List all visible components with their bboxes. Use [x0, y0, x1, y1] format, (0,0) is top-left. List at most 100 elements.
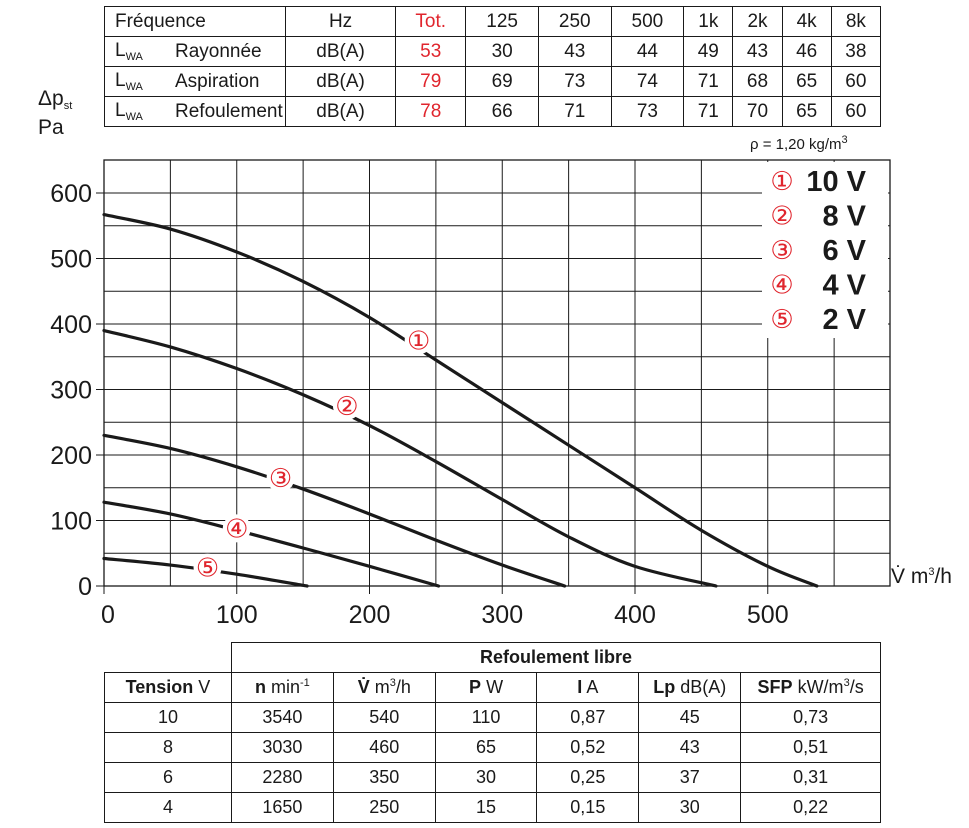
y-tick-label: 300	[50, 377, 92, 405]
perf-header-cell: V̇ m3/h	[332, 672, 436, 703]
header-symbol: P	[469, 677, 482, 697]
table-cell: 30	[434, 762, 538, 793]
y-tick-label: 0	[78, 573, 92, 601]
y-axis-unit: Pa	[38, 116, 64, 139]
x-tick-label: 0	[101, 601, 115, 629]
header-symbol: I	[577, 677, 583, 697]
table-cell: 43	[638, 732, 742, 763]
legend-label: 10 V	[806, 166, 866, 198]
table-row: 8 3030 460 65 0,52 43 0,51	[104, 732, 881, 763]
legend-marker: ③	[770, 236, 793, 266]
header-symbol: n	[255, 677, 266, 697]
x-axis-label: V̇ m3/h	[891, 565, 952, 589]
curve-label-bg	[332, 391, 361, 420]
table-cell: 45	[638, 702, 742, 733]
header-tail: /h	[395, 677, 411, 697]
table-row: 4 1650 250 15 0,15 30 0,22	[104, 792, 881, 823]
curve-10v	[102, 213, 819, 588]
lwa-subscript: WA	[125, 51, 143, 63]
sound-row-rayonnee: LWA Rayonnée dB(A) 53 30 43 44 49 43 46 …	[104, 36, 882, 67]
table-cell: 65	[434, 732, 538, 763]
curve-label: ④	[225, 514, 248, 544]
sound-row-aspiration: LWA Aspiration dB(A) 79 69 73 74 71 68 6…	[104, 66, 882, 97]
perf-body: 10 3540 540 110 0,87 45 0,73 8 3030 460 65 0,52 43 0,…	[104, 702, 881, 823]
lwa-symbol: LWA	[104, 96, 167, 127]
legend-marker: ①	[770, 167, 793, 197]
frequency-label: Fréquence	[104, 6, 286, 37]
blank-corner	[104, 642, 232, 673]
legend-marker: ⑤	[770, 305, 793, 335]
x-axis-tail: /h	[934, 565, 952, 588]
table-cell: 15	[434, 792, 538, 823]
table-row: 10 3540 540 110 0,87 45 0,73	[104, 702, 881, 733]
y-tick-label: 400	[50, 311, 92, 339]
y-axis-subscript: st	[63, 100, 73, 112]
table-cell: 8	[104, 732, 232, 763]
perf-header-cell: Lp dB(A)	[638, 672, 742, 703]
header-unit: kW/m	[792, 677, 844, 697]
band-value: 44	[610, 36, 685, 67]
table-cell: 30	[638, 792, 742, 823]
lwa-letter: L	[115, 100, 126, 121]
x-tick-label: 100	[216, 601, 258, 629]
header-sup: 3	[389, 677, 396, 689]
x-tick-label: 200	[349, 601, 391, 629]
table-cell: 0,51	[740, 732, 881, 763]
table-cell: 6	[104, 762, 232, 793]
legend-label: 4 V	[822, 270, 866, 302]
band-value: 70	[732, 96, 783, 127]
table-cell: 2280	[230, 762, 334, 793]
row-name: Refoulement	[167, 96, 286, 127]
band-value: 66	[465, 96, 539, 127]
table-cell: 3030	[230, 732, 334, 763]
legend-background	[762, 162, 888, 338]
y-tick-label: 200	[50, 442, 92, 470]
band-value: 60	[830, 96, 882, 127]
table-cell: 0,31	[740, 762, 881, 793]
row-name: Rayonnée	[167, 36, 286, 67]
sound-header-row: Fréquence Hz Tot. 125 250 500 1k 2k 4k 8…	[104, 6, 882, 37]
lwa-subscript: WA	[125, 111, 143, 123]
axis-ticks: 0 100 200 300 400 500 600 0 100 200 300 400 500	[50, 180, 788, 629]
header-sup: 3	[843, 677, 850, 689]
x-axis-symbol: V̇ m	[891, 565, 929, 588]
sound-power-table: Fréquence Hz Tot. 125 250 500 1k 2k 4k 8…	[104, 6, 882, 127]
band-value: 71	[683, 96, 734, 127]
band-value: 71	[537, 96, 612, 127]
table-cell: 0,52	[536, 732, 640, 763]
table-row: 6 2280 350 30 0,25 37 0,31	[104, 762, 881, 793]
perf-header-cell: I A	[536, 672, 640, 703]
band-header: 4k	[781, 6, 832, 37]
header-sup: -1	[300, 677, 310, 689]
table-cell: 540	[332, 702, 436, 733]
sound-row-refoulement: LWA Refoulement dB(A) 78 66 71 73 71 70 …	[104, 96, 882, 127]
header-symbol: Tension	[125, 677, 194, 697]
table-cell: 250	[332, 792, 436, 823]
x-axis-sup: 3	[928, 566, 935, 578]
table-cell: 3540	[230, 702, 334, 733]
table-cell: 4	[104, 792, 232, 823]
perf-header-cell: Tension V	[104, 672, 232, 703]
curve-label: ③	[269, 464, 292, 494]
curve-label-bg	[266, 463, 295, 492]
curve-label: ⑤	[196, 554, 219, 584]
y-axis-symbol: Δp	[38, 87, 64, 110]
lwa-subscript: WA	[125, 81, 143, 93]
perf-header-cell: n min-1	[230, 672, 334, 703]
curve-label: ①	[407, 326, 430, 356]
curve-label-bg	[193, 553, 222, 582]
perf-group-row: Refoulement libre	[104, 642, 882, 673]
density-text: ρ = 1,20 kg/m	[750, 136, 842, 153]
header-unit: dB(A)	[675, 677, 727, 697]
y-tick-label: 600	[50, 180, 92, 208]
curve-label-bg	[222, 514, 251, 543]
band-value: 73	[610, 96, 685, 127]
legend-marker: ④	[770, 271, 793, 301]
perf-header-cell: SFP kW/m3/s	[740, 672, 881, 703]
header-tail: /s	[849, 677, 864, 697]
plot-frame	[103, 159, 891, 587]
